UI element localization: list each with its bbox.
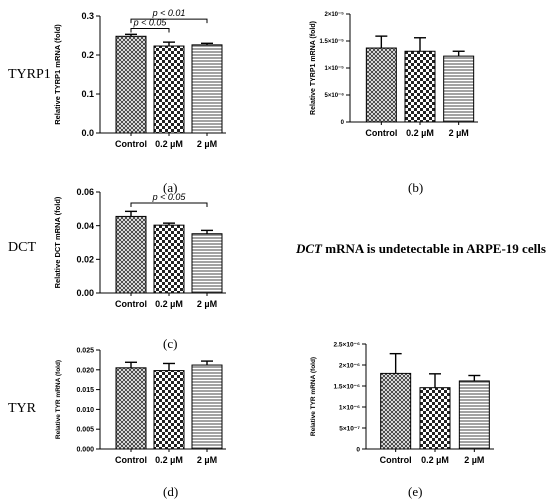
y-axis-label: Relative TYR mRNA (fold) bbox=[310, 357, 317, 436]
row-label-tyr: TYR bbox=[8, 401, 36, 416]
caption-b: (b) bbox=[408, 180, 424, 195]
category-label: 2 µM bbox=[197, 299, 217, 309]
significance-label: p < 0.05 bbox=[133, 17, 168, 27]
category-label: 2 µM bbox=[197, 139, 217, 149]
caption-a: (a) bbox=[163, 180, 178, 195]
y-tick-label: 0.000 bbox=[76, 446, 94, 453]
category-label: 0.2 µM bbox=[155, 455, 183, 465]
significance-bracket bbox=[130, 202, 208, 207]
bar-2 bbox=[153, 370, 185, 450]
bar-1 bbox=[115, 35, 147, 134]
category-label: 0.2 µM bbox=[155, 299, 183, 309]
bar-2 bbox=[404, 50, 436, 123]
y-tick-label: 0.1 bbox=[81, 89, 94, 99]
category-label: 0.2 µM bbox=[155, 139, 183, 149]
y-tick-label: 0.020 bbox=[76, 367, 94, 374]
y-tick-label: 1.5×10⁻⁵ bbox=[319, 39, 344, 45]
y-tick-label: 0.2 bbox=[81, 50, 94, 60]
significance-bracket bbox=[130, 18, 208, 24]
bar-1 bbox=[115, 215, 147, 294]
category-label: Control bbox=[365, 128, 397, 138]
dct-undetectable-note: DCT mRNA is undetectable in ARPE-19 cell… bbox=[296, 241, 546, 257]
bar-3 bbox=[191, 364, 223, 450]
significance-label: p < 0.05 bbox=[152, 192, 187, 202]
y-tick-label: 0.3 bbox=[81, 11, 94, 21]
y-tick-label: 0.06 bbox=[76, 187, 94, 197]
bar-3 bbox=[191, 44, 223, 134]
y-axis-label: Relative DCT mRNA (fold) bbox=[53, 196, 62, 288]
bar-3 bbox=[191, 233, 223, 294]
row-label-tyrp1: TYRP1 bbox=[8, 67, 51, 82]
bar-1 bbox=[365, 47, 397, 123]
y-tick-label: 5×10⁻⁶ bbox=[325, 93, 345, 99]
category-label: 2 µM bbox=[464, 455, 484, 465]
y-tick-label: 0.02 bbox=[76, 254, 94, 264]
y-tick-label: 0.010 bbox=[76, 407, 94, 414]
note-gene: DCT bbox=[296, 241, 322, 256]
y-tick-label: 2×10⁻⁵ bbox=[325, 12, 345, 18]
y-tick-label: 0.04 bbox=[76, 221, 94, 231]
y-tick-label: 0 bbox=[341, 120, 345, 126]
y-tick-label: 1×10⁻⁶ bbox=[339, 404, 360, 411]
chart-panel-c: 0.00 0.02 0.04 0.06 Relative DCT mRNA (fold)… bbox=[53, 187, 226, 309]
y-axis-label: Relative TYR mRNA (fold) bbox=[55, 360, 62, 439]
category-label: Control bbox=[115, 299, 147, 309]
caption-c: (c) bbox=[163, 336, 178, 351]
note-text: mRNA is undetectable in ARPE-19 cells bbox=[322, 241, 546, 256]
y-tick-label: 0.005 bbox=[76, 427, 94, 434]
y-tick-label: 1.5×10⁻⁶ bbox=[334, 383, 361, 390]
y-axis-label: Relative TYRP1 mRNA (fold) bbox=[53, 24, 62, 125]
category-label: Control bbox=[115, 455, 147, 465]
chart-panel-a: 0.0 0.1 0.2 0.3 Relative TYRP1 mRNA (fold) Co… bbox=[53, 8, 226, 149]
bar-3 bbox=[443, 55, 475, 123]
y-tick-label: 1×10⁻⁵ bbox=[325, 66, 345, 72]
row-label-dct: DCT bbox=[8, 240, 36, 255]
y-tick-label: 0.025 bbox=[76, 347, 94, 354]
y-tick-label: 5×10⁻⁷ bbox=[339, 425, 360, 432]
bar-2 bbox=[153, 45, 185, 134]
bar-1 bbox=[380, 372, 412, 450]
significance-label: p < 0.01 bbox=[152, 8, 186, 18]
bar-3 bbox=[458, 380, 490, 450]
chart-panel-d: 0.000 0.005 0.010 0.015 0.020 0.025 Relative T… bbox=[55, 347, 226, 465]
category-label: 2 µM bbox=[449, 128, 469, 138]
y-tick-label: 2×10⁻⁶ bbox=[339, 362, 360, 369]
category-label: Control bbox=[115, 139, 147, 149]
category-label: Control bbox=[380, 455, 412, 465]
y-axis-label: Relative TYRP1 mRNA (fold) bbox=[310, 21, 317, 115]
y-tick-label: 0 bbox=[356, 446, 360, 453]
significance-bracket bbox=[130, 27, 170, 33]
category-label: 2 µM bbox=[197, 455, 217, 465]
bar-1 bbox=[115, 367, 147, 450]
category-label: 0.2 µM bbox=[406, 128, 434, 138]
y-tick-label: 2.5×10⁻⁶ bbox=[334, 341, 361, 348]
bar-2 bbox=[153, 224, 185, 294]
category-label: 0.2 µM bbox=[421, 455, 449, 465]
caption-e: (e) bbox=[408, 484, 423, 499]
y-tick-label: 0.015 bbox=[76, 387, 94, 394]
y-tick-label: 0.0 bbox=[81, 128, 94, 138]
bar-2 bbox=[419, 387, 451, 450]
caption-d: (d) bbox=[163, 484, 179, 499]
chart-panel-b: 0 5×10⁻⁶ 1×10⁻⁵ 1.5×10⁻⁵ 2×10⁻⁵ Relative TYRP… bbox=[310, 12, 478, 138]
chart-panel-e: 0 5×10⁻⁷ 1×10⁻⁶ 1.5×10⁻⁶ 2×10⁻⁶ 2.5×10⁻⁶ Relat… bbox=[310, 341, 494, 465]
y-tick-label: 0.00 bbox=[76, 288, 94, 298]
